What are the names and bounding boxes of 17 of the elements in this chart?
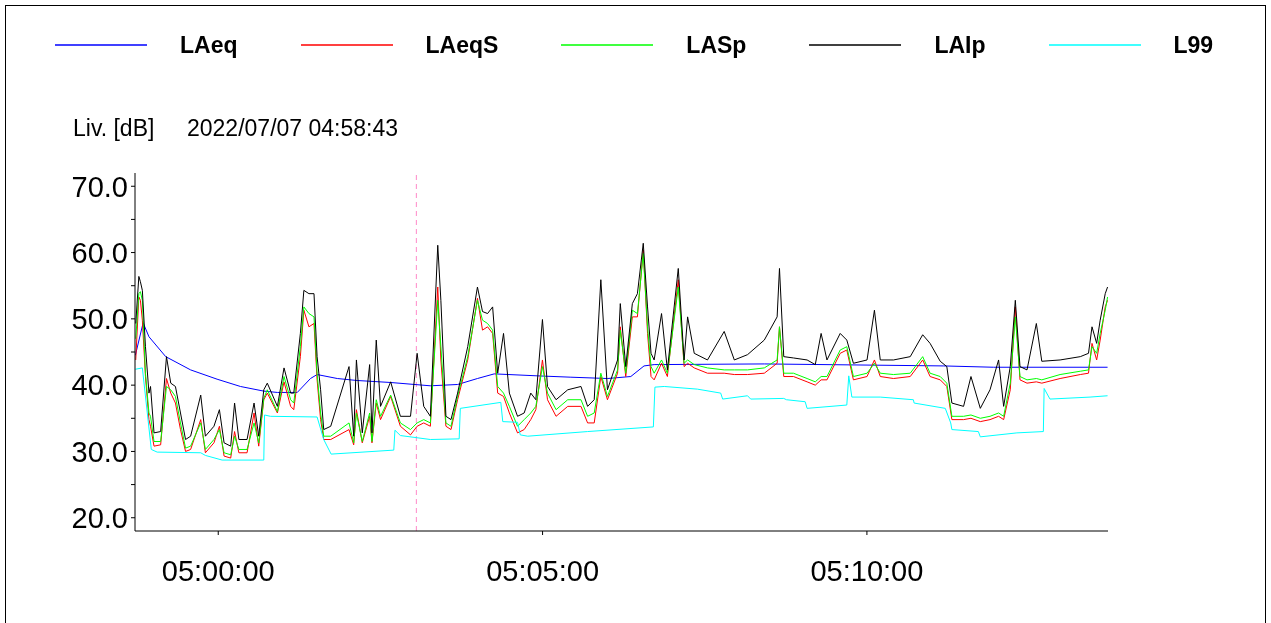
y-tick-label: 20.0	[71, 502, 128, 535]
y-tick-label: 40.0	[71, 369, 128, 402]
y-tick-label: 50.0	[71, 303, 128, 336]
legend-label: L99	[1173, 31, 1214, 60]
y-axis-title: Liv. [dB]	[73, 114, 155, 143]
x-tick-label: 05:00:00	[161, 554, 275, 587]
legend-label: LAIp	[934, 31, 986, 60]
legend-label: LAeq	[180, 31, 238, 60]
y-tick-label: 30.0	[71, 435, 128, 468]
x-tick-label: 05:05:00	[486, 554, 600, 587]
chart-subtitle: 2022/07/07 04:58:43	[187, 114, 399, 143]
legend-label: LASp	[686, 31, 747, 60]
legend-label: LAeqS	[425, 31, 499, 60]
line-series	[135, 367, 1108, 461]
y-tick-label: 60.0	[71, 236, 128, 269]
x-tick-label: 05:10:00	[810, 554, 924, 587]
y-tick-label: 70.0	[71, 170, 128, 203]
